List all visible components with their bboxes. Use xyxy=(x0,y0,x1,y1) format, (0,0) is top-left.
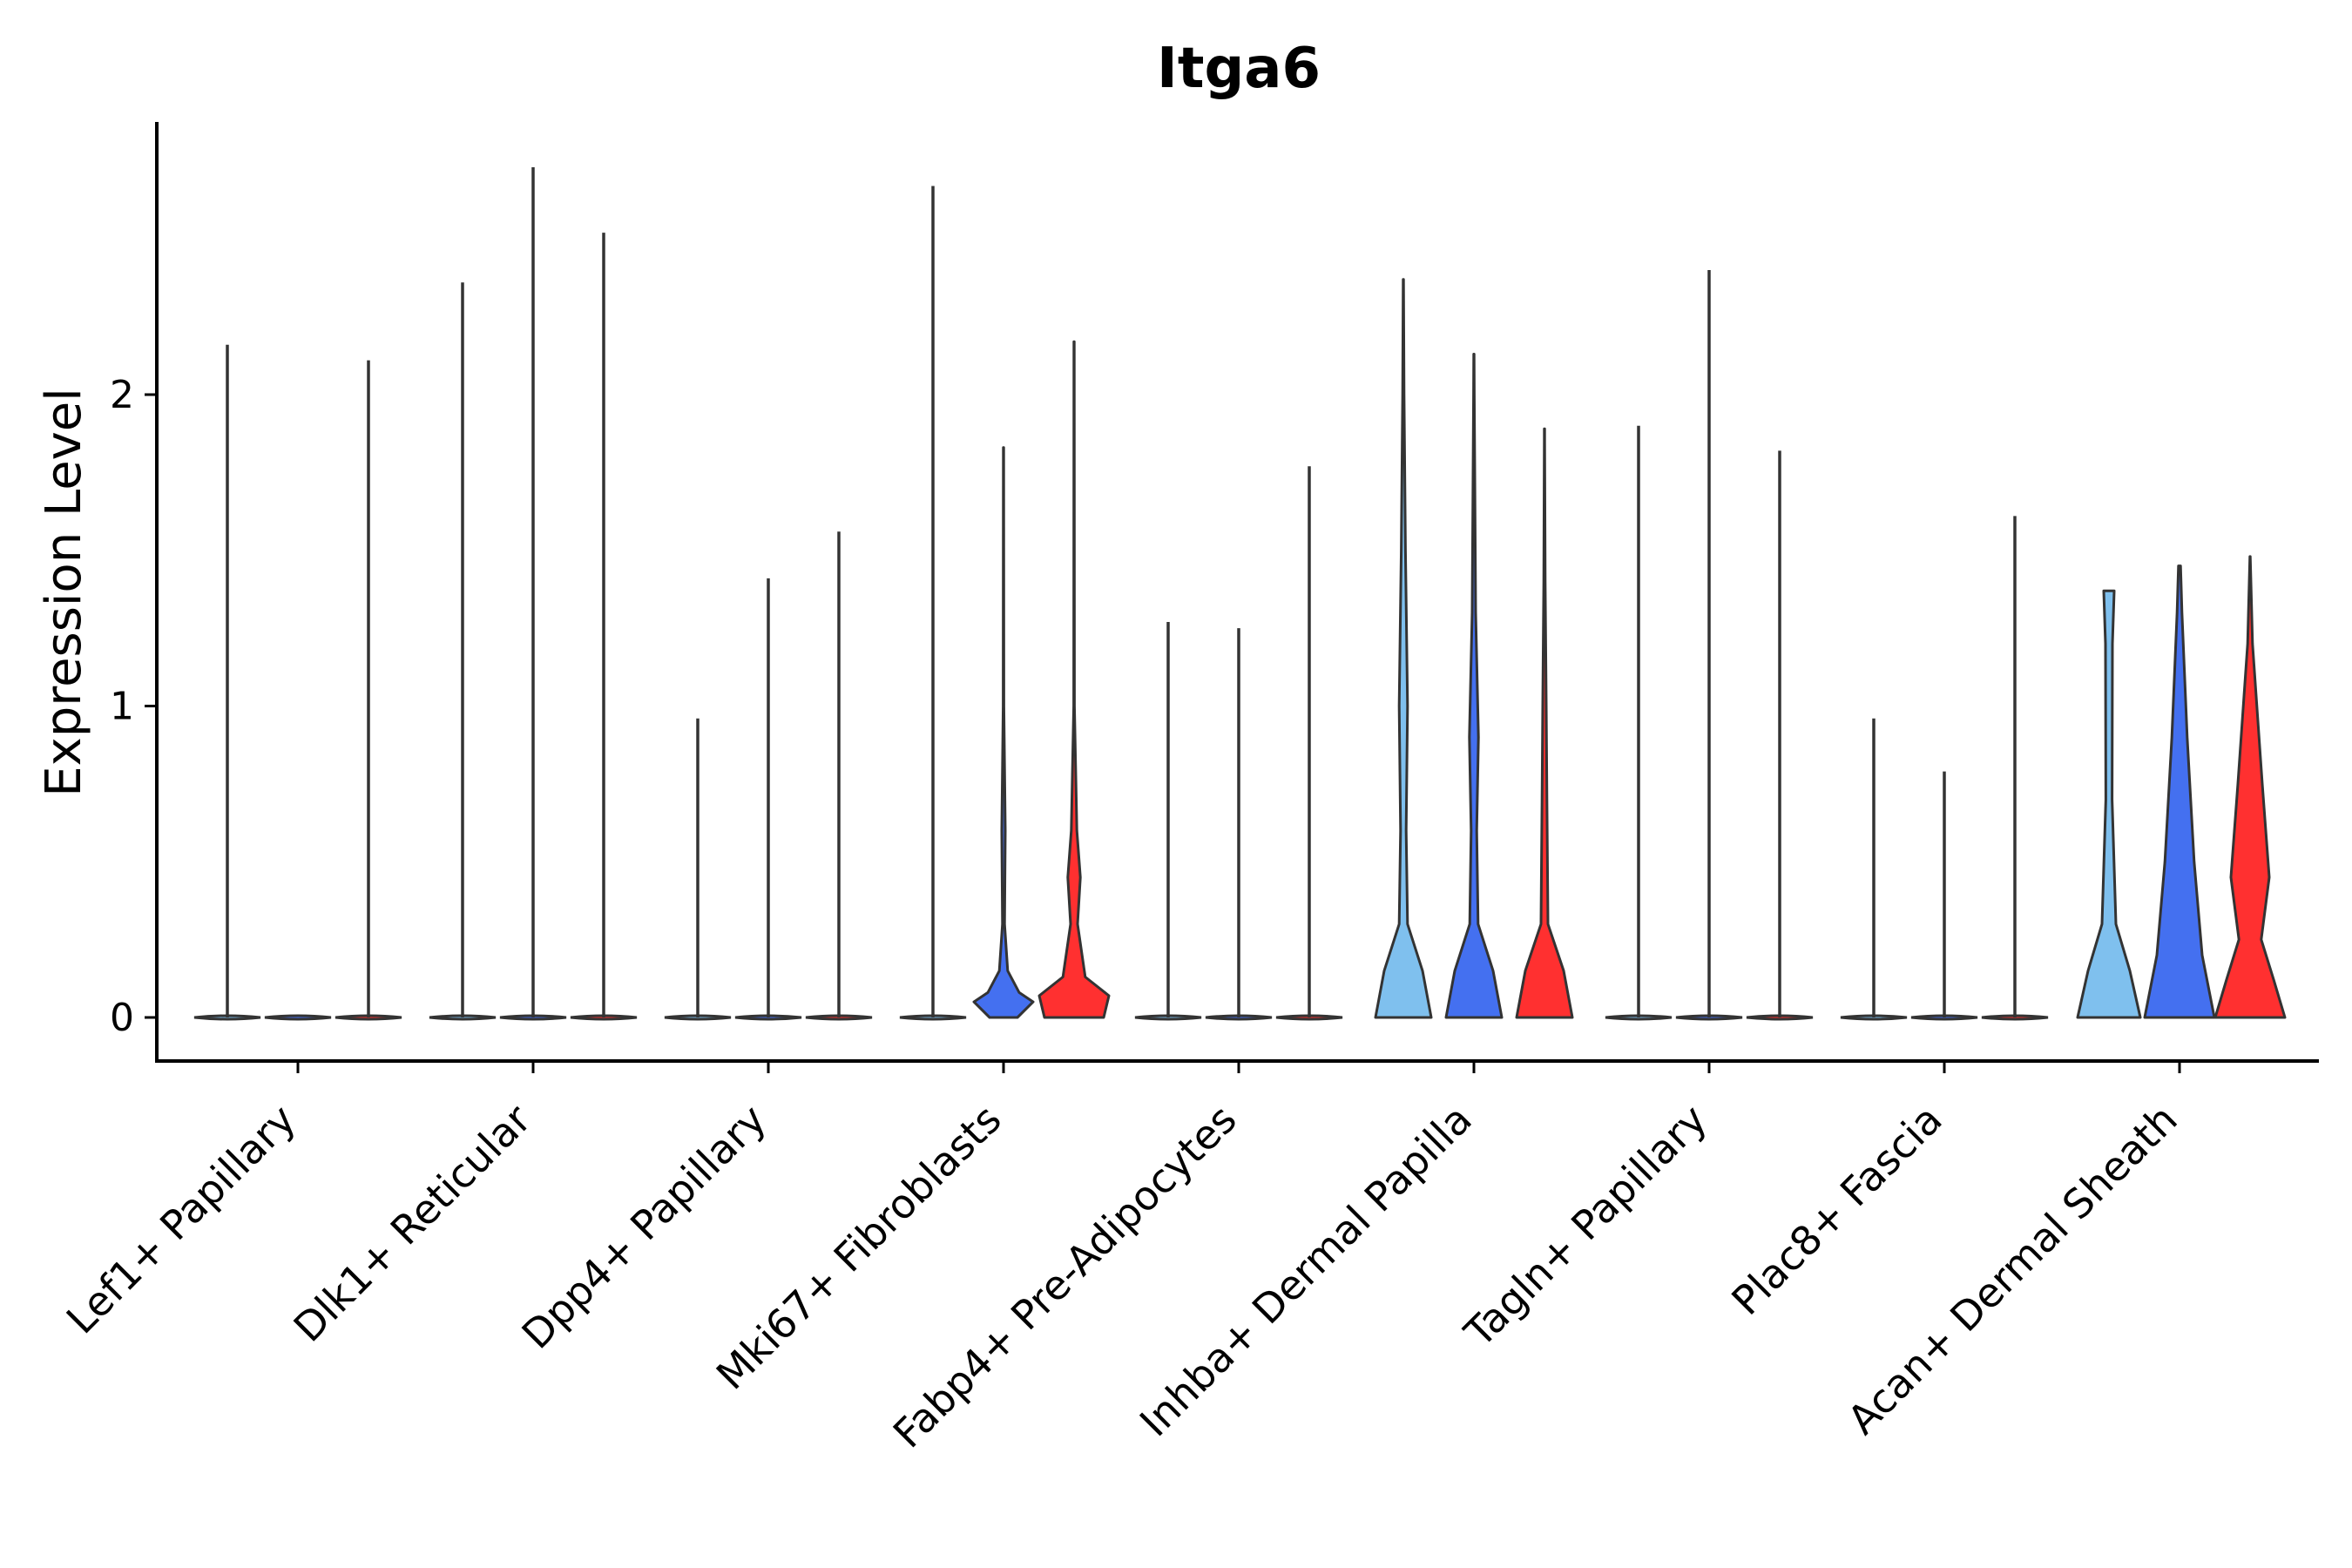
violin-8-group-1 xyxy=(2076,589,2142,1019)
violin-body xyxy=(1037,340,1111,1019)
x-tick-label-6: Tagln+ Papillary xyxy=(1455,1096,1716,1357)
violin-0-group-3 xyxy=(335,360,402,1021)
violin-2-group-1 xyxy=(664,718,732,1021)
chart-title: Itga6 xyxy=(1157,37,1321,101)
violin-6-group-3 xyxy=(1746,450,1814,1021)
y-tick-label-1: 1 xyxy=(110,685,134,729)
violin-base xyxy=(264,1014,332,1021)
violin-6-group-1 xyxy=(1605,425,1673,1021)
violin-6-group-2 xyxy=(1675,270,1743,1021)
violin-7-group-3 xyxy=(1981,516,2049,1021)
violin-8-group-2 xyxy=(2143,564,2216,1019)
violin-7-group-2 xyxy=(1910,771,1978,1021)
violin-body xyxy=(2076,589,2142,1019)
violin-body xyxy=(972,446,1035,1019)
x-tick-label-2: Dpp4+ Papillary xyxy=(513,1096,775,1358)
violin-4-group-1 xyxy=(1134,621,1202,1021)
violin-body xyxy=(2143,564,2216,1019)
y-axis-ticks: 0 1 2 xyxy=(110,373,157,1040)
violin-body xyxy=(2213,555,2287,1019)
violin-3-group-3 xyxy=(1037,340,1111,1019)
x-tick-label-1: Dlk1+ Reticular xyxy=(285,1096,540,1351)
violin-1-group-1 xyxy=(429,282,497,1021)
violin-8-group-3 xyxy=(2213,555,2287,1019)
violin-1-group-3 xyxy=(570,233,638,1021)
violin-0-group-2 xyxy=(264,1014,332,1021)
violin-3-group-2 xyxy=(972,446,1035,1019)
x-tick-label-0: Lef1+ Papillary xyxy=(57,1096,305,1343)
violin-7-group-1 xyxy=(1840,718,1908,1021)
violin-5-group-1 xyxy=(1374,278,1433,1019)
violin-body xyxy=(1374,278,1433,1019)
x-tick-label-7: Plac8+ Fascia xyxy=(1722,1096,1950,1324)
y-axis-label: Expression Level xyxy=(36,388,92,797)
y-tick-label-0: 0 xyxy=(110,996,134,1040)
violin-body xyxy=(1515,427,1574,1019)
violin-2-group-3 xyxy=(805,531,873,1021)
violin-4-group-2 xyxy=(1205,628,1273,1021)
violin-5-group-3 xyxy=(1515,427,1574,1019)
violin-0-group-1 xyxy=(193,344,261,1021)
violin-2-group-2 xyxy=(734,578,802,1021)
violin-5-group-2 xyxy=(1444,353,1504,1019)
violin-4-group-3 xyxy=(1275,466,1343,1021)
y-tick-label-2: 2 xyxy=(110,373,134,417)
violin-1-group-2 xyxy=(499,167,567,1021)
violin-body xyxy=(1444,353,1504,1019)
violin-3-group-1 xyxy=(899,186,967,1021)
plot-area xyxy=(193,167,2287,1021)
